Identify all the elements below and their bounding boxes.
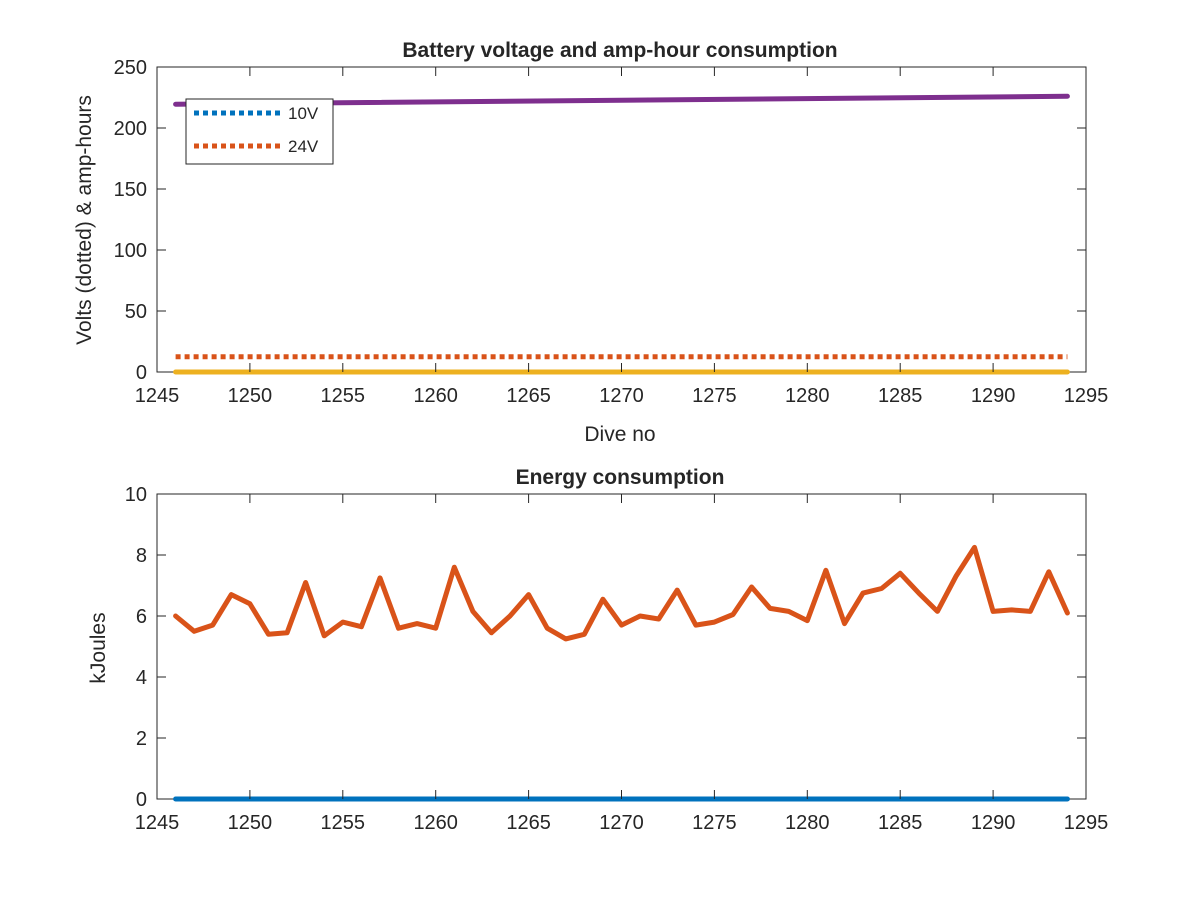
energy-series-line-0 xyxy=(173,544,1070,642)
voltage-x-tick-label: 1290 xyxy=(971,385,1016,407)
voltage-x-tick-label: 1245 xyxy=(135,385,180,407)
energy-y-tick-label: 8 xyxy=(136,545,147,567)
energy-y-tick-label: 10 xyxy=(125,484,147,506)
energy-x-tick-label: 1265 xyxy=(506,812,551,834)
voltage-legend: 10V 24V xyxy=(185,98,334,165)
voltage-x-tick-label: 1275 xyxy=(692,385,737,407)
energy-x-tick-label: 1255 xyxy=(321,812,366,834)
energy-x-tick-label: 1270 xyxy=(599,812,644,834)
energy-x-tick-label: 1290 xyxy=(971,812,1016,834)
voltage-x-tick-label: 1265 xyxy=(506,385,551,407)
voltage-subplot: 1245 1250 1255 1260 1265 1270 1275 1280 1285 1290… xyxy=(73,39,1108,446)
energy-x-tick-label: 1250 xyxy=(228,812,273,834)
voltage-y-tick-label: 0 xyxy=(136,362,147,384)
voltage-x-tick-label: 1260 xyxy=(413,385,458,407)
voltage-y-tick-label: 150 xyxy=(114,179,147,201)
legend-label-24v: 24V xyxy=(288,137,319,156)
energy-x-tick-label: 1245 xyxy=(135,812,180,834)
voltage-y-axis-label: Volts (dotted) & amp-hours xyxy=(73,95,96,345)
voltage-x-tick-label: 1255 xyxy=(321,385,366,407)
energy-x-tick-label: 1295 xyxy=(1064,812,1109,834)
energy-x-tick-label: 1275 xyxy=(692,812,737,834)
voltage-y-tick-label: 200 xyxy=(114,118,147,140)
voltage-y-tick-label: 50 xyxy=(125,301,147,323)
voltage-chart-title: Battery voltage and amp-hour consumption xyxy=(402,39,837,62)
energy-y-tick-label: 0 xyxy=(136,789,147,811)
energy-y-tick-label: 4 xyxy=(136,667,147,689)
energy-x-tick-label: 1285 xyxy=(878,812,923,834)
voltage-x-tick-label: 1250 xyxy=(228,385,273,407)
voltage-y-tick-label: 250 xyxy=(114,57,147,79)
energy-x-tick-label: 1260 xyxy=(413,812,458,834)
energy-ticks-layer: 1245 1250 1255 1260 1265 1270 1275 1280 1285 1290… xyxy=(125,484,1109,834)
voltage-y-tick-label: 100 xyxy=(114,240,147,262)
voltage-x-tick-label: 1270 xyxy=(599,385,644,407)
energy-x-tick-label: 1280 xyxy=(785,812,830,834)
energy-y-tick-label: 2 xyxy=(136,728,147,750)
energy-y-tick-label: 6 xyxy=(136,606,147,628)
voltage-x-tick-label: 1280 xyxy=(785,385,830,407)
energy-subplot: 1245 1250 1255 1260 1265 1270 1275 1280 1285 1290… xyxy=(87,466,1108,834)
voltage-x-tick-label: 1285 xyxy=(878,385,923,407)
voltage-x-tick-label: 1295 xyxy=(1064,385,1109,407)
energy-chart-title: Energy consumption xyxy=(516,466,725,489)
legend-label-10v: 10V xyxy=(288,104,319,123)
voltage-x-axis-label: Dive no xyxy=(584,423,655,446)
energy-y-axis-label: kJoules xyxy=(87,612,110,683)
legend-box xyxy=(185,98,334,165)
voltage-ticks-layer: 1245 1250 1255 1260 1265 1270 1275 1280 1285 1290… xyxy=(114,57,1109,407)
